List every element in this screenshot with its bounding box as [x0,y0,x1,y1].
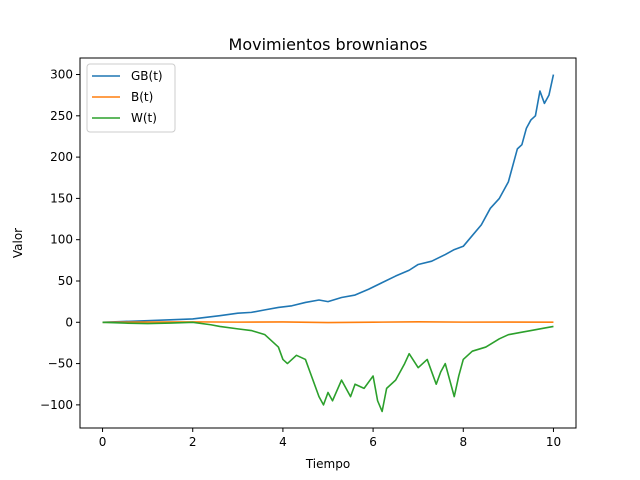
legend-label: B(t) [131,90,153,104]
series-line-2 [102,320,554,324]
y-tick-label: −50 [48,357,73,371]
legend: GB(t) B(t) W(t) [86,63,176,133]
legend-label: W(t) [131,111,157,125]
y-axis-label: Valor [11,228,25,258]
x-tick-label: 0 [99,435,107,449]
legend-items: GB(t) B(t) W(t) [92,69,163,125]
x-tick-label: 4 [279,435,287,449]
series-layer [102,74,555,413]
y-tick-label: 250 [50,109,73,123]
y-tick-label: −100 [40,398,73,412]
x-tick-label: 10 [546,435,561,449]
y-tick-label: 300 [50,68,73,82]
y-tick-label: 50 [58,274,73,288]
x-axis-ticks: 0 2 4 6 8 10 [99,428,561,449]
x-tick-label: 2 [189,435,197,449]
x-tick-label: 8 [459,435,467,449]
series-line-1 [102,74,555,324]
series-line-3 [102,321,554,413]
y-tick-label: 100 [50,233,73,247]
chart-title: Movimientos brownianos [229,35,428,54]
y-tick-label: 200 [50,150,73,164]
axes-frame [79,57,577,429]
y-axis-ticks: −100 −50 0 50 100 150 200 250 300 [40,68,80,412]
x-axis-label: Tiempo [305,457,350,471]
legend-box [86,63,176,133]
y-tick-label: 0 [65,315,73,329]
legend-label: GB(t) [131,69,163,83]
plot-area [79,57,577,429]
x-tick-label: 6 [369,435,377,449]
y-tick-label: 150 [50,191,73,205]
